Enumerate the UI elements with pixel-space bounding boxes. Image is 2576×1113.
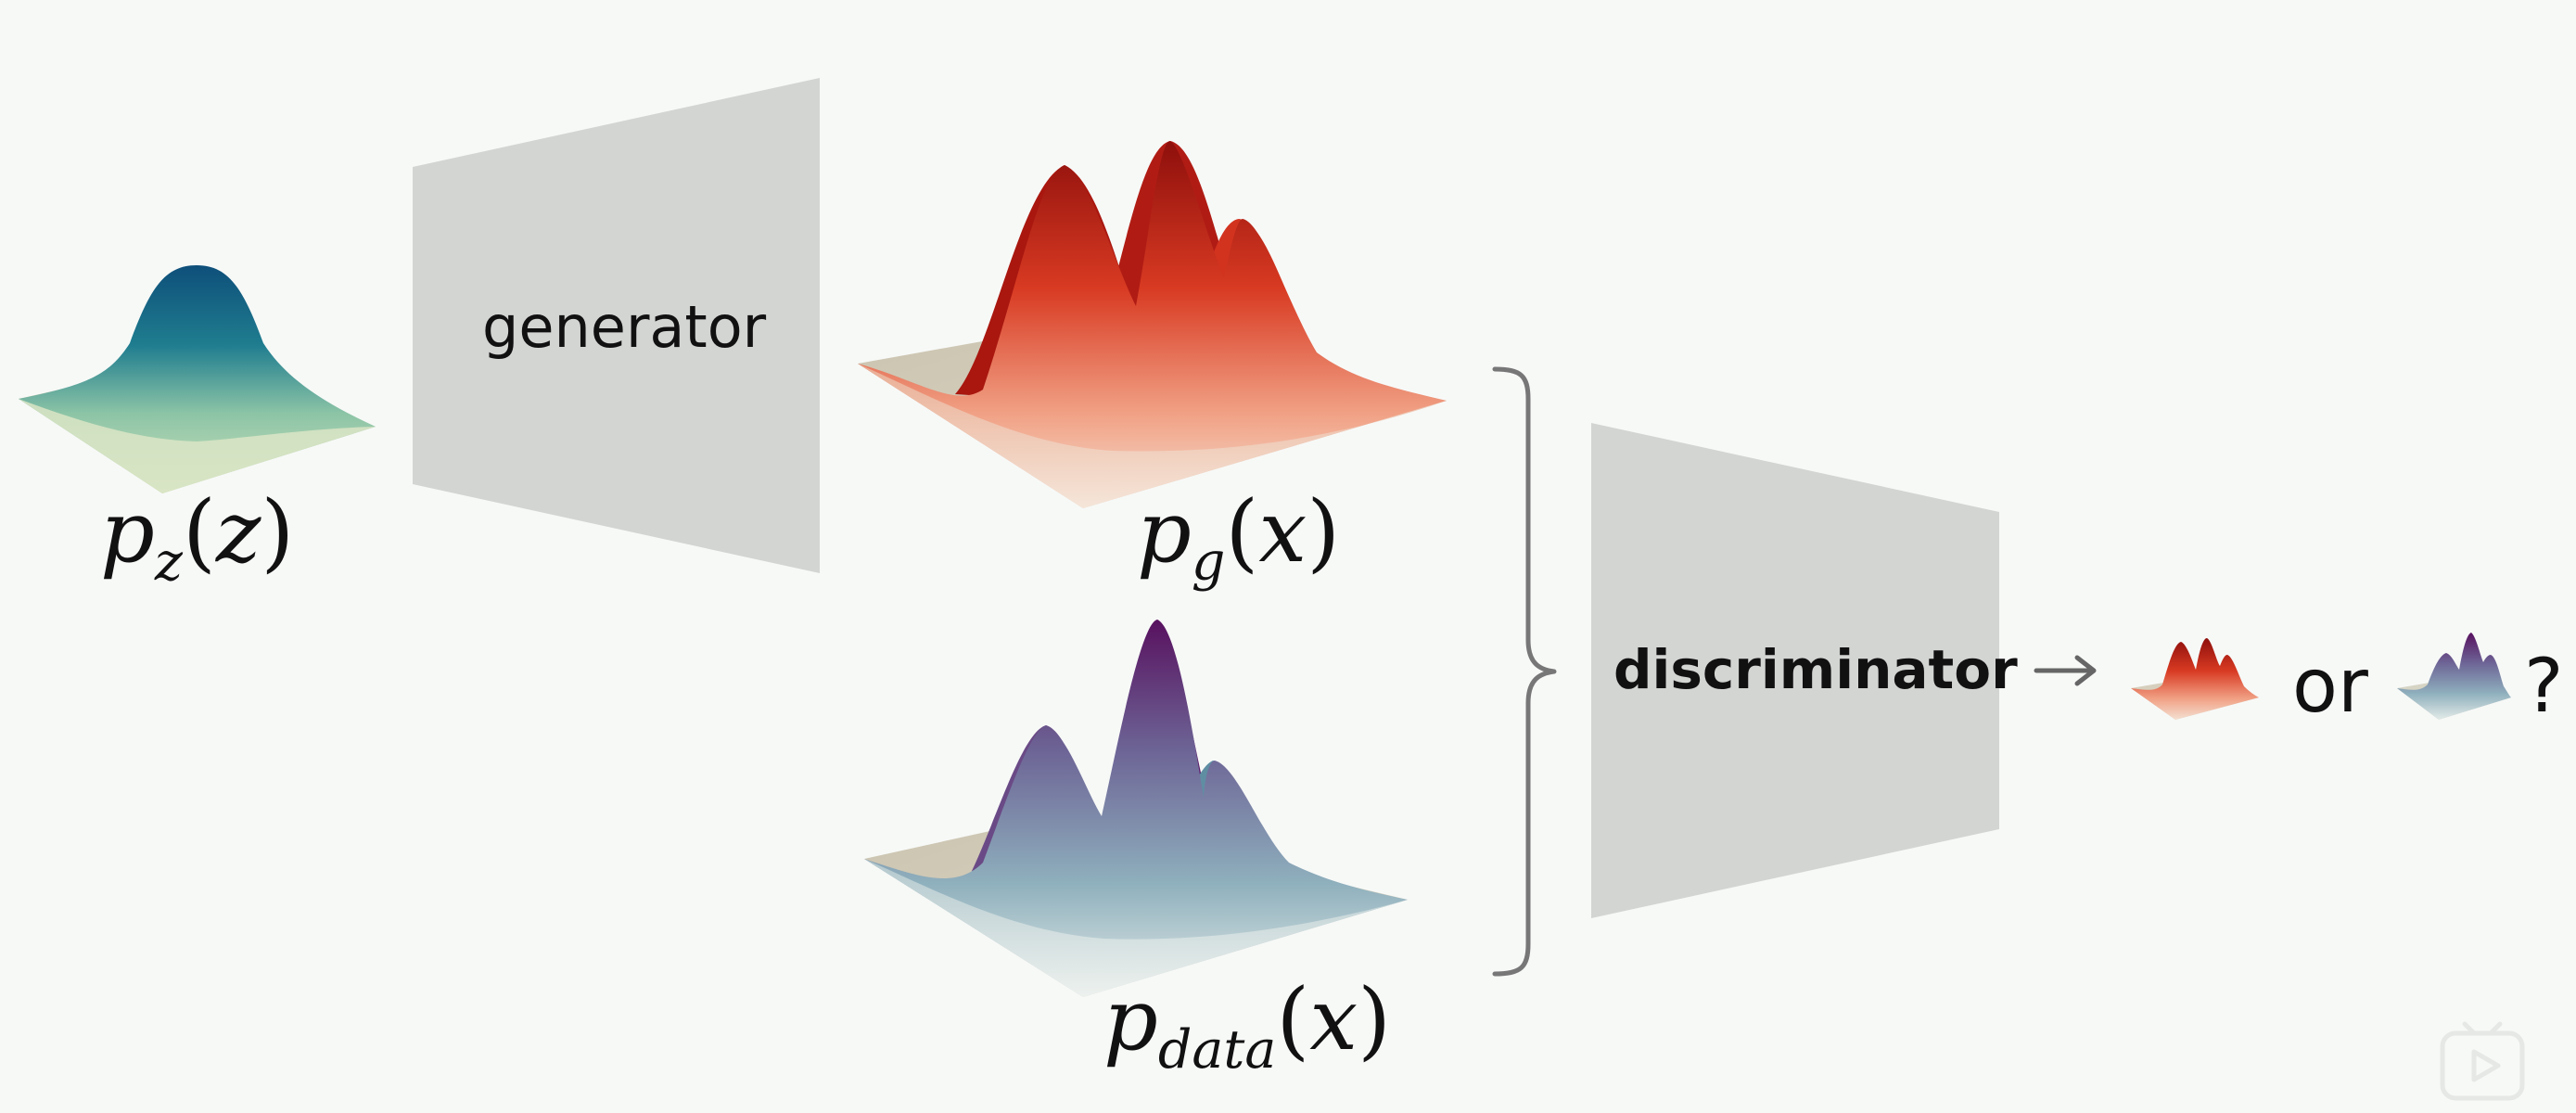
generated-label-open-paren: ( — [1225, 482, 1259, 582]
generated-label-arg: x — [1258, 482, 1307, 582]
generated-distribution-surface — [858, 141, 1447, 508]
play-watermark-icon — [2440, 1021, 2525, 1101]
noise-label-close-paren: ) — [261, 482, 295, 582]
data-sample-thumbnail — [2397, 633, 2511, 720]
data-label-open-paren: ( — [1276, 970, 1310, 1069]
data-distribution-surface — [864, 620, 1408, 997]
data-label-arg: x — [1309, 970, 1358, 1069]
noise-label-open-paren: ( — [182, 482, 216, 582]
data-distribution-label: pdata(x) — [1103, 978, 1391, 1077]
merge-brace — [1492, 366, 1557, 977]
or-text: or — [2292, 643, 2368, 729]
data-label-var: p — [1103, 970, 1158, 1069]
discriminator-label: discriminator — [1613, 638, 2018, 701]
noise-label-sub: z — [154, 531, 183, 593]
discriminator-block — [1591, 423, 1999, 918]
generated-label-close-paren: ) — [1307, 482, 1341, 582]
generated-sample-thumbnail — [2131, 638, 2259, 720]
noise-distribution-surface — [19, 265, 376, 493]
generator-label: generator — [482, 293, 767, 361]
noise-distribution-label: pz(z) — [100, 490, 294, 589]
question-mark: ? — [2524, 643, 2564, 729]
generated-label-sub: g — [1191, 531, 1226, 593]
data-label-close-paren: ) — [1358, 970, 1392, 1069]
right-arrow-icon — [2034, 655, 2097, 686]
generated-distribution-label: pg(x) — [1137, 490, 1340, 589]
data-label-sub: data — [1157, 1018, 1277, 1081]
noise-label-arg: z — [215, 482, 261, 582]
generator-block — [413, 78, 820, 573]
noise-label-var: p — [100, 482, 155, 582]
generated-label-var: p — [1137, 482, 1192, 582]
